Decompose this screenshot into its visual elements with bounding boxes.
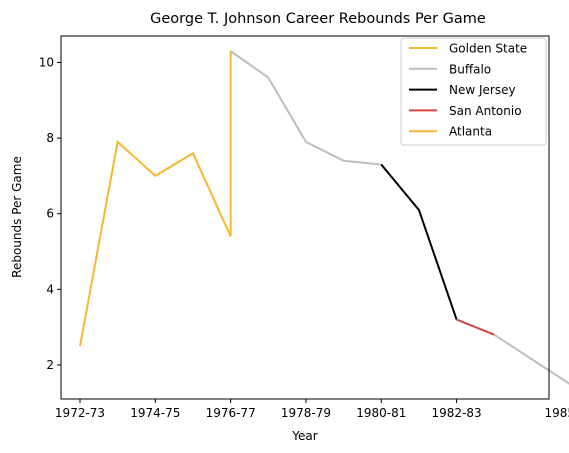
series-line-san-antonio <box>456 318 495 336</box>
legend-label: Atlanta <box>449 125 492 139</box>
series-line-new-jersey <box>380 163 458 320</box>
y-tick-label: 2 <box>46 358 54 372</box>
y-tick-label: 4 <box>46 282 54 296</box>
legend: Golden State Buffalo New Jersey San Antonio… <box>400 37 547 146</box>
x-axis-ticks: 1972-73 1974-75 1976-77 1978-79 1980-81 1982-… <box>55 399 569 420</box>
legend-label: Buffalo <box>449 62 491 76</box>
y-tick-label: 6 <box>46 207 54 221</box>
series-line-unlabeled-5 <box>493 333 569 385</box>
plot-lines <box>79 50 569 385</box>
series-line-golden-state <box>79 139 232 347</box>
plot-frame <box>60 35 550 400</box>
x-tick-label: 1978-79 <box>281 406 331 420</box>
legend-label: San Antonio <box>449 104 522 118</box>
legend-label: New Jersey <box>449 83 516 97</box>
y-tick-label: 8 <box>46 131 54 145</box>
y-axis-ticks: 2 4 6 8 10 <box>39 55 61 372</box>
chart-title: George T. Johnson Career Rebounds Per Ga… <box>150 11 486 27</box>
x-tick-label: 1972-73 <box>55 406 105 420</box>
x-tick-label: 1985-86 <box>545 406 569 420</box>
x-tick-label: 1982-83 <box>432 406 482 420</box>
y-axis-label: Rebounds Per Game <box>10 156 24 278</box>
y-tick-label: 10 <box>39 55 54 69</box>
x-axis-label: Year <box>291 429 317 443</box>
legend-box <box>400 37 547 146</box>
x-tick-label: 1980-81 <box>356 406 406 420</box>
legend-label: Golden State <box>449 42 527 56</box>
x-tick-label: 1974-75 <box>130 406 180 420</box>
series-line-buffalo <box>230 50 382 166</box>
x-tick-label: 1976-77 <box>206 406 256 420</box>
